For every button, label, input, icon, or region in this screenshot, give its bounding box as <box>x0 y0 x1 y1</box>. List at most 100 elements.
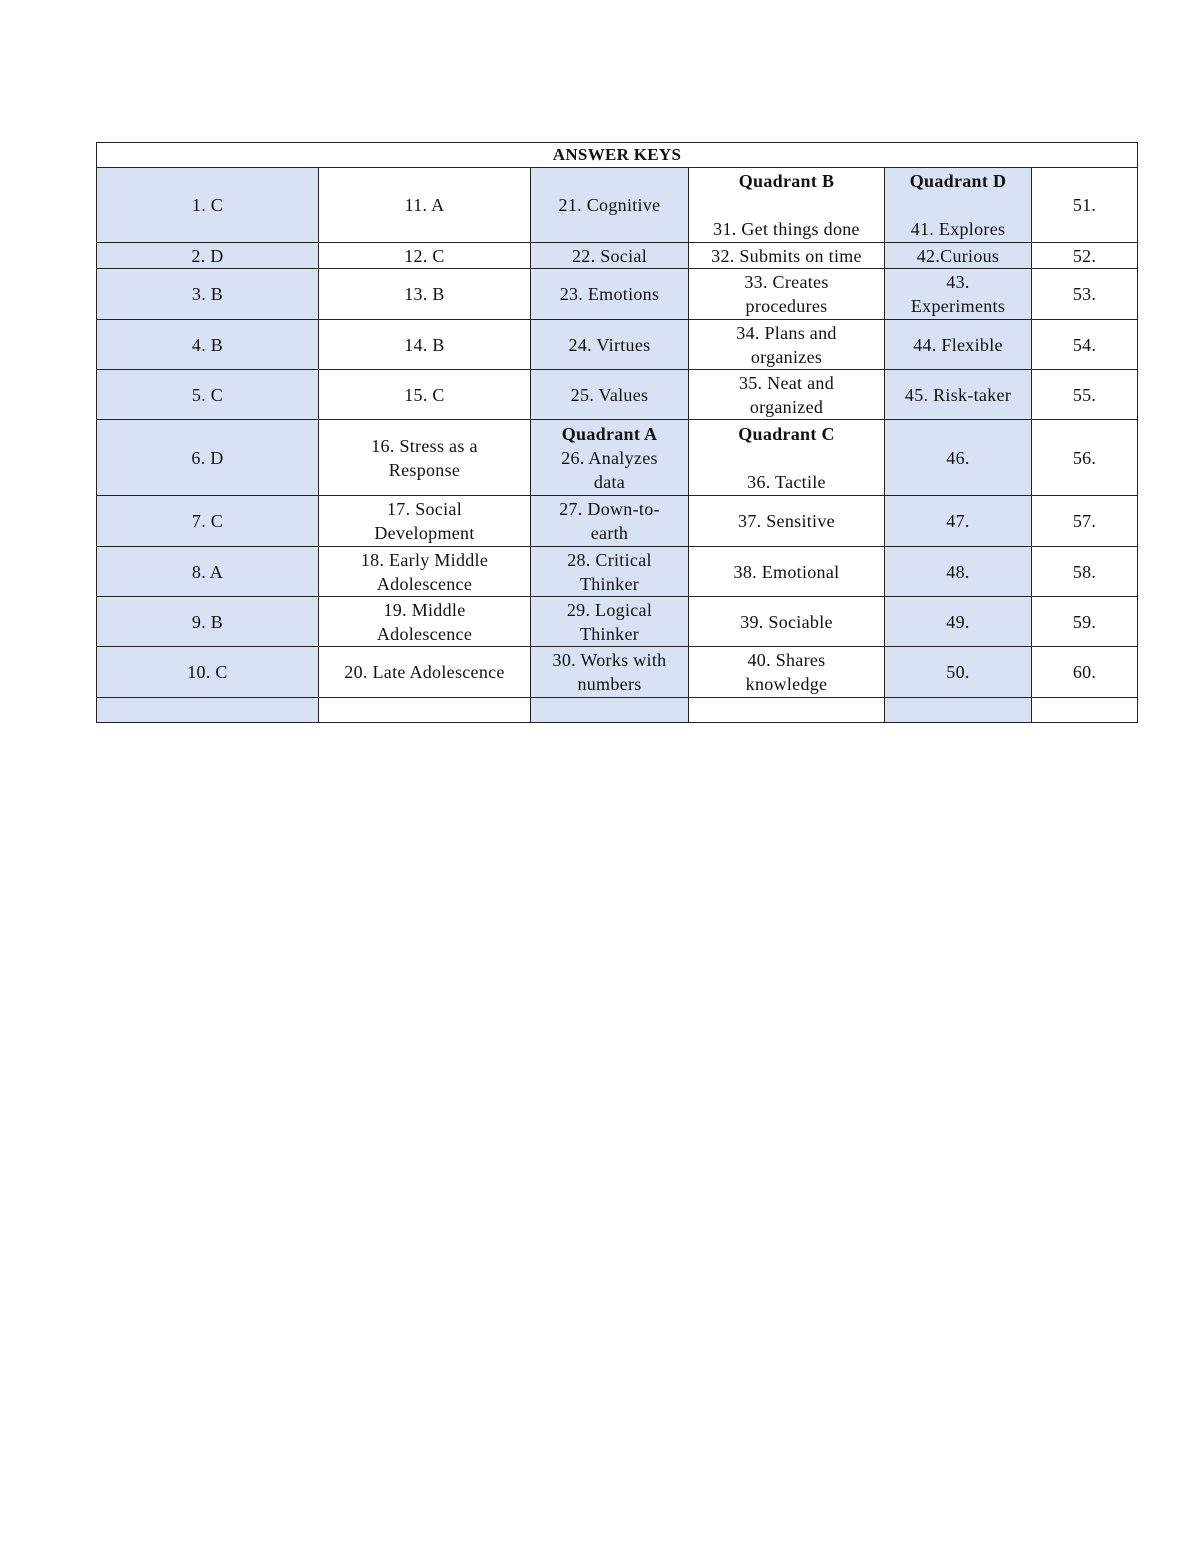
table-cell: 10. C <box>96 646 319 698</box>
table-row: 7. C 17. Social Development 27. Down-to- e… <box>96 495 1139 547</box>
table-row: 8. A 18. Early Middle Adolescence 28. Crit… <box>96 546 1139 597</box>
answer-text: 20. Late Adolescence <box>344 662 505 682</box>
table-cell: 24. Virtues <box>530 319 689 370</box>
table-cell: 4. B <box>96 319 319 370</box>
table-row: 1. C 11. A 21. Cognitive Quadrant B 31. Get… <box>96 167 1139 243</box>
table-cell: 33. Creates procedures <box>688 268 885 320</box>
answer-text: 47. <box>946 511 970 531</box>
table-cell <box>1030 697 1139 723</box>
answer-text: 21. Cognitive <box>558 195 661 215</box>
answer-text: 32. Submits on time <box>711 245 862 266</box>
answer-text: 54. <box>1072 334 1097 355</box>
answer-text: 43. Experiments <box>910 272 1006 316</box>
table-cell: 2. D <box>96 242 319 269</box>
table-row: 10. C 20. Late Adolescence 30. Works with … <box>96 646 1139 698</box>
table-row: 2. D 12. C 22. Social 32. Submits on time 42… <box>96 242 1139 269</box>
table-cell: 32. Submits on time <box>688 242 885 269</box>
table-cell: 60. <box>1030 646 1139 698</box>
table-cell: 34. Plans and organizes <box>688 319 885 370</box>
table-cell: 8. A <box>96 546 319 597</box>
answer-text: 42.Curious <box>916 245 1000 266</box>
answer-text: 33. Creates procedures <box>744 272 829 316</box>
answer-text: 8. A <box>191 561 224 582</box>
table-cell <box>96 697 319 723</box>
answer-text: 23. Emotions <box>559 284 660 304</box>
table-cell: 52. <box>1030 242 1139 269</box>
table-cell: 39. Sociable <box>688 596 885 647</box>
table-cell: 1. C <box>96 167 319 243</box>
answer-text: 58. <box>1072 561 1097 582</box>
answer-text: 52. <box>1072 245 1097 266</box>
answer-text: 53. <box>1072 284 1097 304</box>
table-cell: Quadrant D 41. Explores <box>884 167 1032 243</box>
table-cell: 47. <box>884 495 1032 547</box>
answer-text: 30. Works with numbers <box>552 650 667 694</box>
title-row: ANSWER KEYS <box>95 142 1139 168</box>
answer-text: 12. C <box>404 245 445 266</box>
table-row: 5. C 15. C 25. Values 35. Neat and organize… <box>96 369 1139 420</box>
answer-text: 49. <box>946 611 970 632</box>
answer-text: 4. B <box>191 334 224 355</box>
table-cell <box>688 697 885 723</box>
table-cell: 11. A <box>318 167 531 243</box>
answer-text: 25. Values <box>570 384 649 405</box>
answer-keys-table: ANSWER KEYS 1. C 11. A 21. Cognitive Quadra… <box>95 142 1139 723</box>
answer-text: 45. Risk-taker <box>904 384 1012 405</box>
table-cell: 56. <box>1030 419 1139 496</box>
table-cell: 29. Logical Thinker <box>530 596 689 647</box>
table-cell: 7. C <box>96 495 319 547</box>
answer-text: 22. Social <box>572 245 647 266</box>
table-cell: 23. Emotions <box>530 268 689 320</box>
table-cell: 5. C <box>96 369 319 420</box>
answer-text: 55. <box>1072 384 1097 405</box>
answer-text: 27. Down-to- earth <box>559 499 660 543</box>
table-cell: 25. Values <box>530 369 689 420</box>
table-cell: 21. Cognitive <box>530 167 689 243</box>
table-cell: 54. <box>1030 319 1139 370</box>
table-cell: 28. Critical Thinker <box>530 546 689 597</box>
answer-text: 40. Shares knowledge <box>745 650 828 694</box>
answer-text: 59. <box>1072 611 1097 632</box>
answer-text: 46. <box>946 447 970 468</box>
answer-text: 48. <box>946 561 970 582</box>
table-cell: 13. B <box>318 268 531 320</box>
table-cell: 55. <box>1030 369 1139 420</box>
table-title: ANSWER KEYS <box>95 142 1139 168</box>
answer-text: 19. Middle Adolescence <box>376 599 473 644</box>
answer-text: 50. <box>946 662 970 682</box>
answer-text: 60. <box>1072 662 1097 682</box>
answer-text: 35. Neat and organized <box>738 372 835 417</box>
answer-text: 7. C <box>191 511 224 531</box>
table-cell: 53. <box>1030 268 1139 320</box>
table-cell: 19. Middle Adolescence <box>318 596 531 647</box>
table-cell: 51. <box>1030 167 1139 243</box>
table-cell: 40. Shares knowledge <box>688 646 885 698</box>
table-cell: 20. Late Adolescence <box>318 646 531 698</box>
answer-text: 18. Early Middle Adolescence <box>360 549 489 594</box>
table-cell: Quadrant B 31. Get things done <box>688 167 885 243</box>
table-cell: 22. Social <box>530 242 689 269</box>
answer-text: 16. Stress as a Response <box>371 435 478 480</box>
table-cell: 43. Experiments <box>884 268 1032 320</box>
table-row: 4. B 14. B 24. Virtues 34. Plans and organi… <box>96 319 1139 370</box>
table-cell: 49. <box>884 596 1032 647</box>
table-cell: 14. B <box>318 319 531 370</box>
table-cell: 58. <box>1030 546 1139 597</box>
table-cell: Quadrant C 36. Tactile <box>688 419 885 496</box>
answer-text: 57. <box>1072 511 1097 531</box>
answer-text: 36. Tactile <box>747 471 826 492</box>
answer-text: 24. Virtues <box>568 334 651 355</box>
quadrant-heading: Quadrant C <box>738 423 835 444</box>
answer-text: 44. Flexible <box>913 334 1003 355</box>
answer-text: 15. C <box>404 384 445 405</box>
table-cell: 46. <box>884 419 1032 496</box>
table-cell <box>530 697 689 723</box>
table-cell: 44. Flexible <box>884 319 1032 370</box>
answer-text: 41. Explores <box>910 219 1006 239</box>
table-cell: 27. Down-to- earth <box>530 495 689 547</box>
answer-text: 11. A <box>404 195 445 215</box>
answer-text: 31. Get things done <box>713 219 860 239</box>
answer-text: 17. Social Development <box>374 499 475 543</box>
table-cell: 18. Early Middle Adolescence <box>318 546 531 597</box>
answer-text: 34. Plans and organizes <box>736 322 837 367</box>
